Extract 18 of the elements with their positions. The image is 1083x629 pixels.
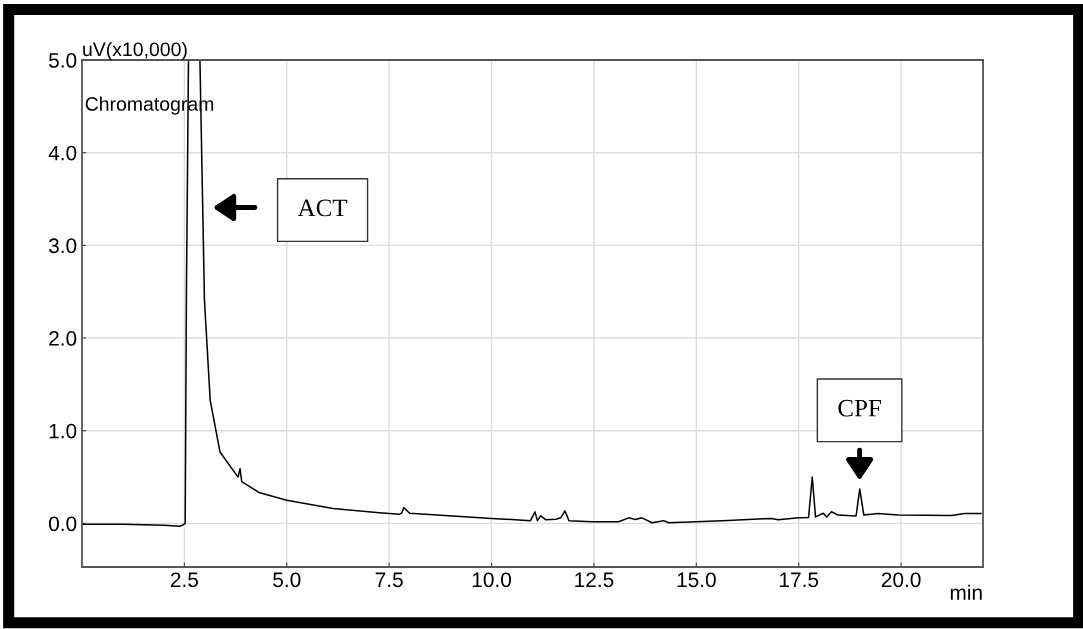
y-axis-title: uV(x10,000): [83, 41, 187, 60]
y-tick-label: 4.0: [48, 145, 77, 161]
x-tick-label: 15.0: [677, 572, 716, 588]
x-tick-label: 20.0: [881, 572, 921, 588]
y-tick-label: 3.0: [48, 238, 77, 254]
y-tick-label: 2.0: [49, 331, 77, 346]
x-tick-label: 5.0: [273, 572, 301, 588]
annotation: ACT: [297, 199, 348, 217]
annotation: CPF: [838, 399, 881, 417]
x-tick-label: 17.5: [780, 572, 819, 588]
y-tick-label: 0.0: [48, 516, 77, 532]
x-tick-label: 2.5: [170, 572, 198, 588]
x-tick-label: 10.0: [472, 572, 512, 588]
y-tick-label: 5.0: [49, 53, 77, 68]
y-tick-label: 1.0: [49, 423, 77, 439]
x-tick-label: 12.5: [575, 572, 614, 588]
x-tick-label: 7.5: [375, 572, 403, 588]
x-axis-title: min: [950, 584, 982, 600]
